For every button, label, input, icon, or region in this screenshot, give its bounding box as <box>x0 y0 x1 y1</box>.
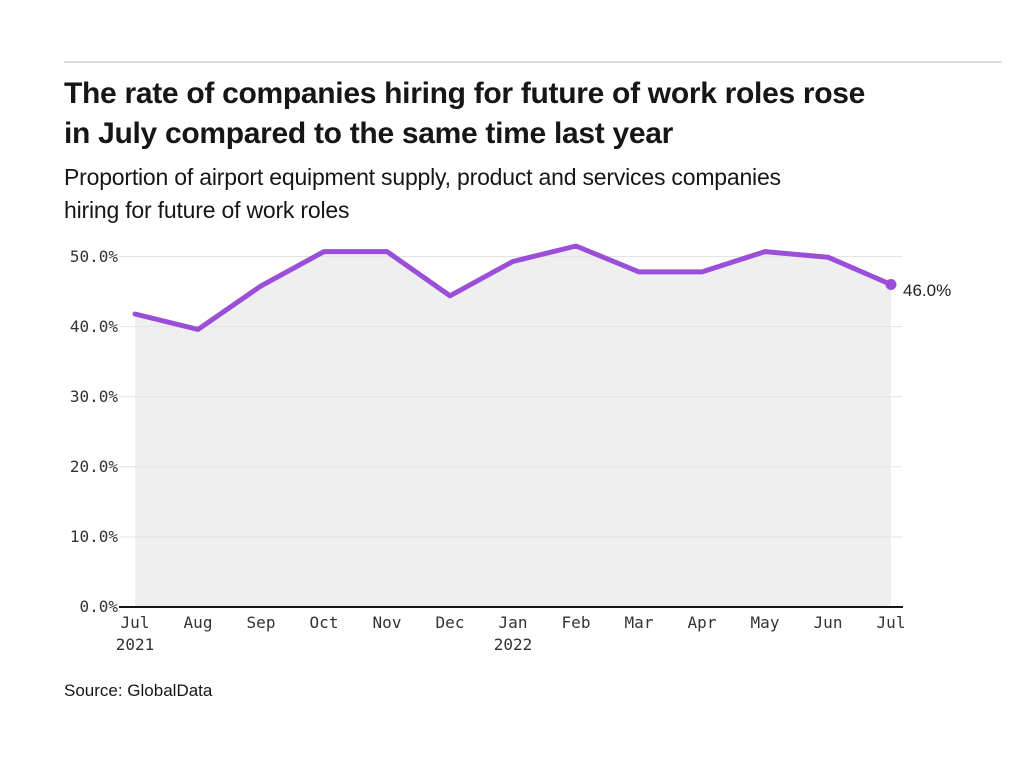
x-axis-tick-label: Aug <box>166 612 230 634</box>
gridlines <box>119 256 902 538</box>
x-axis-tick-label: Apr <box>670 612 734 634</box>
x-tick-month: Jul <box>120 613 150 632</box>
x-tick-month: Apr <box>687 613 717 632</box>
x-axis-tick-label: Jun <box>796 612 860 634</box>
x-tick-month: Feb <box>561 613 591 632</box>
x-tick-month: Nov <box>372 613 402 632</box>
y-axis-tick-label: 50.0% <box>69 247 118 266</box>
x-axis-tick-label: Nov <box>355 612 419 634</box>
end-value-label: 46.0% <box>903 281 952 300</box>
area-fill <box>135 246 891 607</box>
x-axis-tick-label: Dec <box>418 612 482 634</box>
x-axis-tick-label: Jan 2022 <box>481 612 545 656</box>
y-axis-tick-label: 20.0% <box>69 457 118 476</box>
y-axis-tick-label: 0.0% <box>79 597 118 616</box>
end-point-marker <box>885 279 897 290</box>
x-tick-month: Mar <box>624 613 654 632</box>
y-axis-tick-label: 30.0% <box>69 387 118 406</box>
x-tick-month: Oct <box>309 613 339 632</box>
x-tick-year: 2021 <box>115 635 155 654</box>
x-axis-tick-label: May <box>733 612 797 634</box>
x-tick-month: Dec <box>435 613 465 632</box>
x-axis-tick-label: Jul 2021 <box>103 612 167 656</box>
chart-title: The rate of companies hiring for future … <box>64 74 865 154</box>
subtitle-line-2: hiring for future of work roles <box>64 197 350 223</box>
x-axis-tick-label: Mar <box>607 612 671 634</box>
x-tick-month: Jul <box>876 613 906 632</box>
subtitle-line-1: Proportion of airport equipment supply, … <box>64 164 781 190</box>
title-line-2: in July compared to the same time last y… <box>64 117 673 150</box>
x-axis-tick-label: Feb <box>544 612 608 634</box>
x-axis-tick-label: Sep <box>229 612 293 634</box>
x-tick-month: Aug <box>183 613 213 632</box>
x-tick-month: Jan <box>498 613 528 632</box>
trend-line <box>132 243 894 332</box>
chart-subtitle: Proportion of airport equipment supply, … <box>64 161 781 227</box>
x-tick-year: 2022 <box>493 635 533 654</box>
title-line-1: The rate of companies hiring for future … <box>64 77 866 110</box>
x-tick-month: Sep <box>246 613 276 632</box>
x-tick-month: Jun <box>813 613 843 632</box>
x-tick-month: May <box>750 613 780 632</box>
top-divider <box>64 61 1002 63</box>
y-axis-tick-label: 40.0% <box>69 317 118 336</box>
source-attribution: Source: GlobalData <box>64 681 213 700</box>
x-axis-tick-label: Jul <box>859 612 923 634</box>
x-axis-tick-label: Oct <box>292 612 356 634</box>
y-axis-tick-label: 10.0% <box>69 527 118 546</box>
